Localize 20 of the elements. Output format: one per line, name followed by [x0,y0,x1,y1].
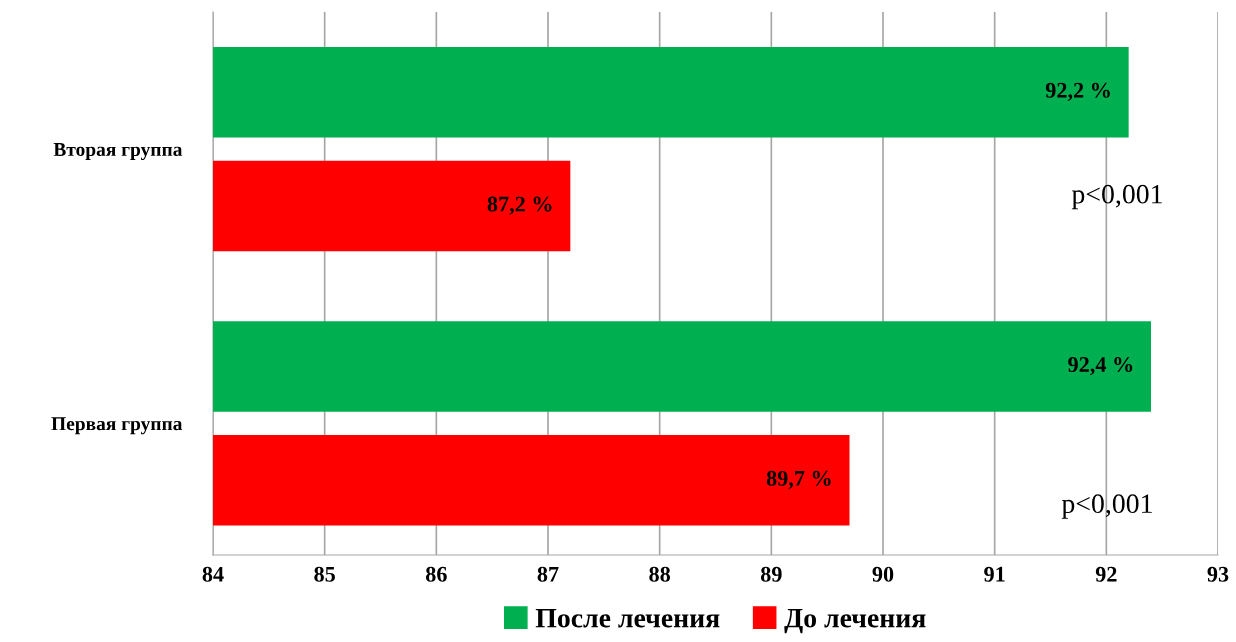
x-tick-label: 84 [202,566,224,582]
data-label: 92,4 % [1068,357,1133,376]
annotation: p<0,001 [1071,184,1162,210]
legend-label: После лечения [535,609,720,628]
x-tick-label: 92 [1095,566,1117,582]
x-tick-label: 88 [649,566,671,582]
data-label: 87,2 % [487,196,552,215]
x-tick-label: 89 [760,566,782,582]
legend-label: До лечения [784,609,926,634]
x-tick-label: 85 [314,566,335,582]
x-tick-label: 93 [1207,566,1229,582]
x-tick-label: 91 [984,566,1005,582]
annotation: p<0,001 [1061,494,1152,519]
x-tick-label: 87 [537,566,559,582]
data-label: 89,7 % [766,470,831,490]
y-tick-label: Вторая группа [53,143,183,161]
y-tick-label: Первая группа [51,417,183,435]
x-tick-label: 90 [872,566,894,582]
x-tick-label: 86 [425,566,447,582]
data-label: 92,2 % [1045,82,1110,101]
